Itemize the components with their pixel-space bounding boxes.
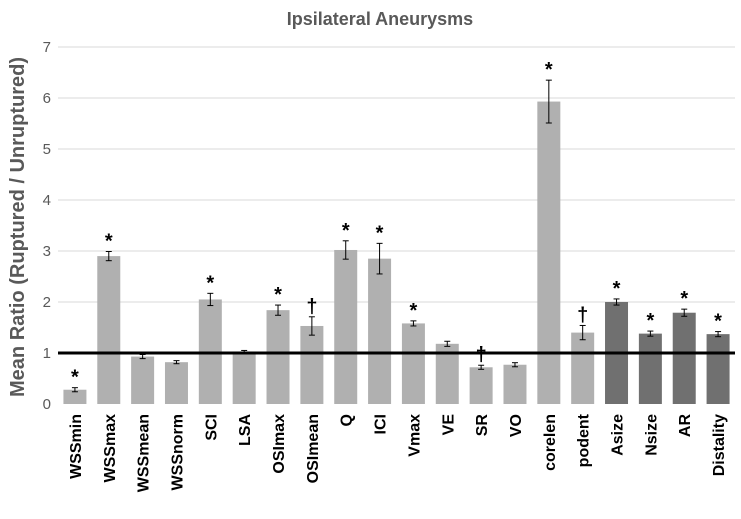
- y-tick-label: 2: [43, 294, 51, 311]
- y-tick-label: 3: [43, 243, 51, 260]
- x-tick-label-ici: ICI: [373, 414, 390, 434]
- error-bar-sci: [207, 292, 214, 307]
- bar-vo: [503, 364, 527, 404]
- x-tick-label-nsize: Nsize: [643, 414, 660, 456]
- x-tick-label-distality: Distality: [711, 414, 728, 476]
- error-bar-wssnorm: [173, 360, 180, 365]
- x-tick-label-sr: SR: [474, 414, 491, 437]
- significance-marker-vmax: *: [410, 300, 418, 322]
- significance-marker-sr: †: [476, 344, 487, 366]
- bar-sr: [469, 367, 493, 404]
- y-tick-labels: 0 1 2 3 4 5 6 7: [43, 39, 51, 413]
- bar-podent: [571, 332, 595, 404]
- y-axis-label: Mean Ratio (Ruptured / Unruptured): [7, 57, 29, 397]
- bars: [63, 101, 730, 404]
- bar-corelen: [537, 101, 561, 404]
- bar-ar: [672, 312, 696, 404]
- error-bar-osimax: [275, 304, 282, 316]
- bar-lsa: [232, 351, 256, 404]
- bar-ve: [435, 343, 459, 404]
- bar-osimax: [266, 310, 290, 404]
- bar-distality: [706, 334, 730, 404]
- error-bar-wssmean: [139, 354, 146, 360]
- significance-marker-wssmin: *: [71, 367, 79, 389]
- significance-markers: * * * * † * * * † * † * * * *: [71, 59, 722, 389]
- error-bar-vo: [511, 362, 518, 368]
- significance-marker-podent: †: [577, 304, 588, 326]
- x-tick-label-podent: podent: [576, 413, 593, 467]
- bar-q: [334, 249, 358, 404]
- error-bar-ici: [376, 242, 383, 275]
- x-tick-label-wssmean: WSSmean: [136, 414, 153, 492]
- bar-osimean: [300, 325, 324, 404]
- bar-wssmax: [97, 256, 121, 404]
- significance-marker-osimean: †: [306, 296, 317, 318]
- error-bar-osimean: [308, 316, 315, 336]
- error-bar-wssmax: [105, 251, 112, 262]
- significance-marker-corelen: *: [545, 59, 553, 81]
- y-tick-label: 6: [43, 90, 51, 107]
- x-tick-label-lsa: LSA: [237, 414, 254, 446]
- x-tick-label-asize: Asize: [610, 414, 627, 456]
- error-bar-distality: [715, 331, 722, 338]
- significance-marker-distality: *: [714, 311, 722, 333]
- y-tick-label: 0: [43, 396, 51, 413]
- x-tick-label-ve: VE: [440, 414, 457, 436]
- x-tick-label-wssmin: WSSmin: [68, 414, 85, 479]
- error-bar-ve: [444, 340, 451, 347]
- significance-marker-wssmax: *: [105, 231, 113, 253]
- x-tick-label-vmax: Vmax: [406, 414, 423, 457]
- x-tick-label-corelen: corelen: [542, 414, 559, 471]
- error-bar-podent: [579, 324, 586, 341]
- significance-marker-ici: *: [376, 222, 384, 244]
- bar-nsize: [638, 333, 662, 404]
- error-bar-q: [342, 240, 349, 260]
- significance-marker-osimax: *: [274, 284, 282, 306]
- y-tick-label: 7: [43, 39, 51, 56]
- bar-vmax: [401, 323, 425, 404]
- error-bar-nsize: [647, 330, 654, 337]
- error-bar-wssmin: [71, 387, 78, 393]
- error-bar-ar: [681, 308, 688, 317]
- error-bar-sr: [478, 364, 485, 370]
- x-tick-label-sci: SCI: [203, 414, 220, 441]
- x-tick-label-osimax: OSImax: [271, 414, 288, 474]
- bar-wssmean: [131, 356, 155, 404]
- error-bar-vmax: [410, 320, 417, 327]
- y-tick-label: 5: [43, 141, 51, 158]
- y-tick-label: 1: [43, 345, 51, 362]
- x-tick-label-ar: AR: [677, 414, 694, 438]
- x-tick-labels: WSSmin WSSmax WSSmean WSSnorm SCI LSA OSImax OS…: [68, 413, 728, 492]
- gridlines: [58, 46, 735, 354]
- bar-wssnorm: [164, 362, 188, 404]
- error-bars: [71, 79, 722, 393]
- significance-marker-nsize: *: [646, 310, 654, 332]
- significance-marker-sci: *: [206, 272, 214, 294]
- bar-wssmin: [63, 389, 87, 404]
- significance-marker-q: *: [342, 220, 350, 242]
- significance-marker-asize: *: [613, 278, 621, 300]
- x-tick-label-wssmax: WSSmax: [102, 414, 119, 483]
- x-tick-label-q: Q: [339, 414, 356, 426]
- y-tick-label: 4: [43, 192, 51, 209]
- bar-ici: [368, 258, 392, 404]
- x-tick-label-wssnorm: WSSnorm: [169, 414, 186, 490]
- x-tick-label-vo: VO: [508, 414, 525, 437]
- x-tick-label-osimean: OSImean: [305, 414, 322, 483]
- error-bar-corelen: [545, 79, 552, 124]
- error-bar-asize: [613, 298, 620, 306]
- significance-marker-ar: *: [680, 288, 688, 310]
- chart-title: Ipsilateral Aneurysms: [287, 9, 473, 29]
